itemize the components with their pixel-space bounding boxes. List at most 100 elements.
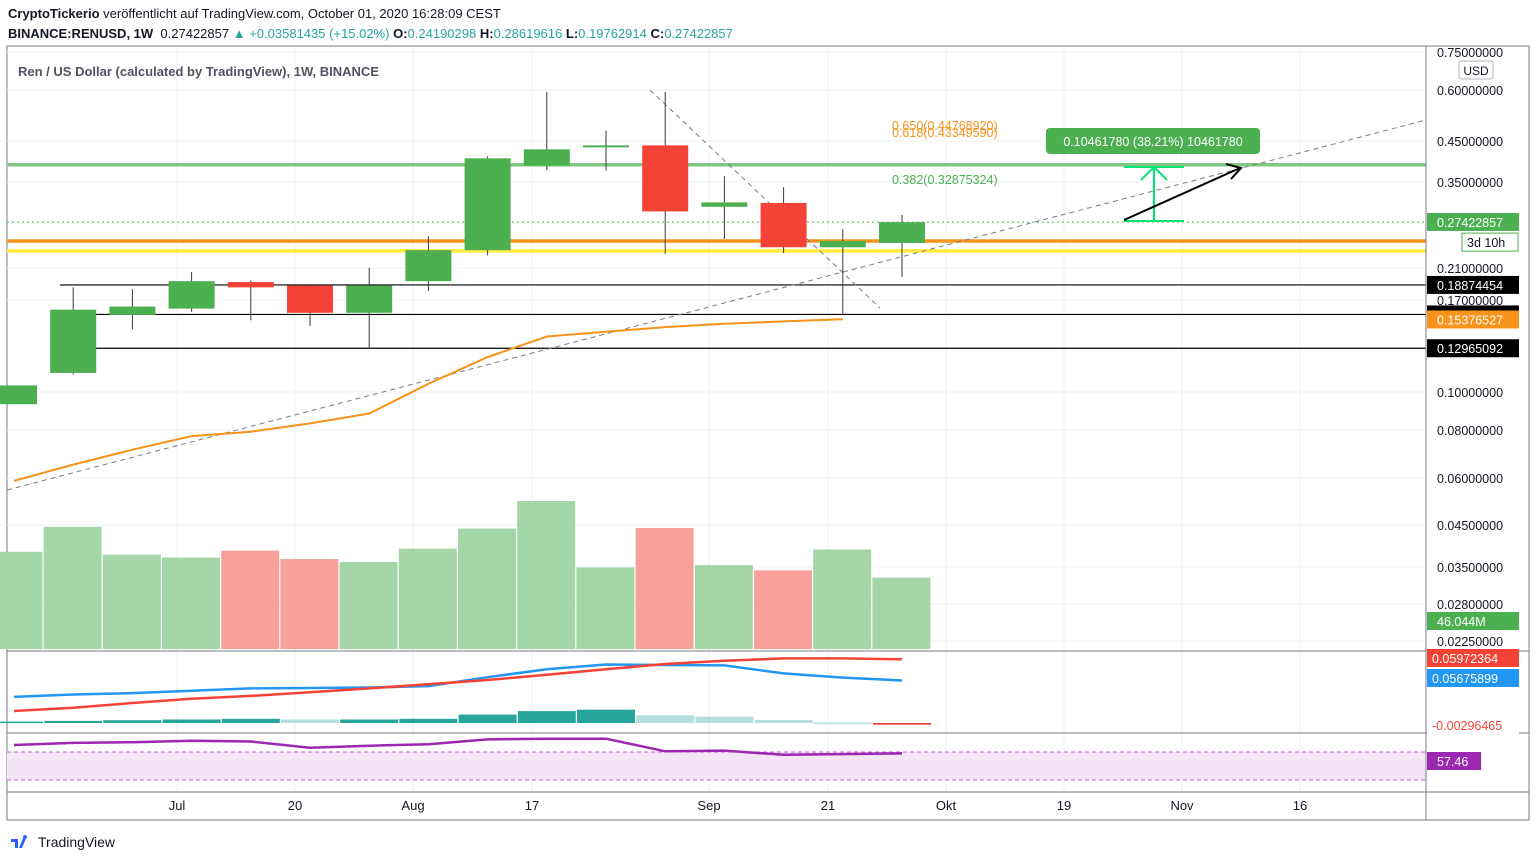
macd-tag-label: 0.05675899 — [1432, 672, 1498, 686]
open-label: O: — [393, 26, 408, 41]
trendline-dashed — [6, 119, 1427, 491]
trend-lines — [6, 89, 1427, 491]
candle-body — [760, 202, 807, 248]
macd-hist-bar — [695, 716, 754, 723]
volume-bar — [754, 570, 812, 649]
candle-body — [701, 202, 748, 207]
candle-body — [168, 281, 215, 309]
tradingview-logo-icon — [11, 835, 28, 848]
candle-body — [405, 250, 452, 282]
measure-label: 0.10461780 (38.21%) 10461780 — [1063, 135, 1242, 149]
author-name[interactable]: CryptoTickerio — [8, 6, 100, 21]
time-axis: Jul 20 Aug 17 Sep 21 Okt 19 Nov 16 — [7, 791, 1529, 813]
macd-hist-bar — [458, 714, 517, 723]
macd-hist-bar — [517, 711, 576, 723]
rsi-line — [13, 737, 903, 757]
level-tag — [1427, 275, 1519, 294]
volume-bar — [694, 565, 753, 649]
fib-label: 0.382(0.32875324) — [892, 173, 998, 187]
rsi-pane — [7, 737, 1426, 781]
currency-label: USD — [1463, 64, 1489, 78]
macd-hist-bar — [636, 715, 695, 723]
price-tick-label: 0.60000000 — [1437, 84, 1503, 98]
price-tick-label: 0.04500000 — [1437, 519, 1503, 533]
publish-info: CryptoTickerio veröffentlicht auf Tradin… — [8, 6, 501, 21]
measure-arrowhead-icon — [1140, 165, 1168, 181]
chart-frame — [6, 45, 1530, 821]
macd-hist-bar — [162, 719, 221, 723]
change-value: +0.03581435 (+15.02%) — [249, 26, 390, 41]
low-label: L: — [565, 26, 579, 41]
candle-body — [109, 306, 156, 315]
macd-tag — [1427, 649, 1519, 667]
time-tick-label: Jul — [169, 798, 186, 813]
macd-hist-bar — [813, 722, 872, 725]
volume-bar — [576, 567, 635, 649]
high-value: 0.28619616 — [493, 26, 563, 41]
open-value: 0.24190298 — [407, 26, 477, 41]
footer-brand-label: TradingView — [38, 834, 116, 850]
volume-bar — [0, 551, 43, 649]
macd-hist-bar — [754, 719, 813, 723]
volume-bar — [102, 554, 161, 649]
high-label: H: — [479, 26, 494, 41]
candle-body — [346, 285, 393, 313]
candles — [0, 91, 925, 405]
level-tag-label: 0.12965092 — [1437, 342, 1503, 356]
footer-brand[interactable]: TradingView — [10, 834, 115, 850]
candle-body — [464, 158, 511, 251]
macd-hist-bar — [221, 718, 280, 723]
macd-pane — [0, 650, 1529, 734]
volume-bars — [0, 501, 931, 649]
countdown-label: 3d 10h — [1467, 236, 1505, 250]
macd-hist-bar — [281, 719, 339, 723]
price-tag — [1427, 212, 1519, 231]
volume-bar — [280, 559, 339, 649]
volume-bar — [43, 526, 102, 649]
macd-line — [13, 663, 903, 699]
macd-hist-bar — [0, 721, 43, 724]
volume-bar — [458, 528, 516, 649]
grid — [7, 47, 1426, 792]
publish-text: veröffentlicht auf TradingView.com, Octo… — [103, 6, 501, 21]
price-tag-label: 0.15376527 — [1437, 313, 1503, 327]
price-tag — [1427, 310, 1519, 329]
macd-hist-bar — [103, 720, 162, 723]
signal-line — [13, 657, 903, 713]
price-tick-label: 0.35000000 — [1437, 176, 1503, 190]
volume-bar — [635, 527, 694, 649]
fib-label: 0.650(0.44768920) — [892, 119, 998, 133]
time-tick-label: Sep — [697, 798, 720, 813]
price-tick-label: 0.10000000 — [1437, 386, 1503, 400]
level-tag — [1427, 339, 1519, 358]
price-tick-label: 0.75000000 — [1437, 46, 1503, 60]
price-chart[interactable]: 0.382(0.32875324) 0.618(0.43349590)0.650(… — [0, 0, 1536, 834]
price-tick-label: 0.17000000 — [1437, 294, 1503, 308]
fib-label: 0.618(0.43349590) — [892, 126, 998, 140]
macd-tag — [1427, 669, 1519, 687]
level-tag-label: 0.18874454 — [1437, 279, 1503, 293]
rsi-tag-label: 57.46 — [1437, 755, 1468, 769]
arrow-line — [1123, 167, 1241, 221]
change-arrow-icon: ▲ — [232, 26, 246, 41]
time-tick-label: 17 — [525, 798, 539, 813]
symbol-label: BINANCE:RENUSD, 1W — [8, 26, 154, 41]
price-tick-label: 0.08000000 — [1437, 424, 1503, 438]
time-tick-label: 20 — [288, 798, 302, 813]
macd-hist-bar — [577, 709, 635, 723]
candle-body — [642, 145, 689, 212]
price-axis: 0.75000000 0.60000000 0.45000000 0.35000000… — [1425, 46, 1519, 820]
candle-body — [523, 149, 570, 166]
time-tick-label: 16 — [1293, 798, 1307, 813]
candle-body — [0, 385, 37, 405]
price-tag-label: 0.27422857 — [1437, 216, 1503, 230]
fib-diagonal — [649, 89, 881, 309]
price-tick-label: 0.06000000 — [1437, 472, 1503, 486]
close-value: 0.27422857 — [664, 26, 733, 41]
candle-body — [583, 145, 629, 148]
candle-body — [227, 282, 274, 288]
candle-body — [287, 285, 333, 313]
time-tick-label: Aug — [401, 798, 424, 813]
macd-hist-bar — [873, 723, 931, 725]
time-tick-label: Nov — [1170, 798, 1194, 813]
